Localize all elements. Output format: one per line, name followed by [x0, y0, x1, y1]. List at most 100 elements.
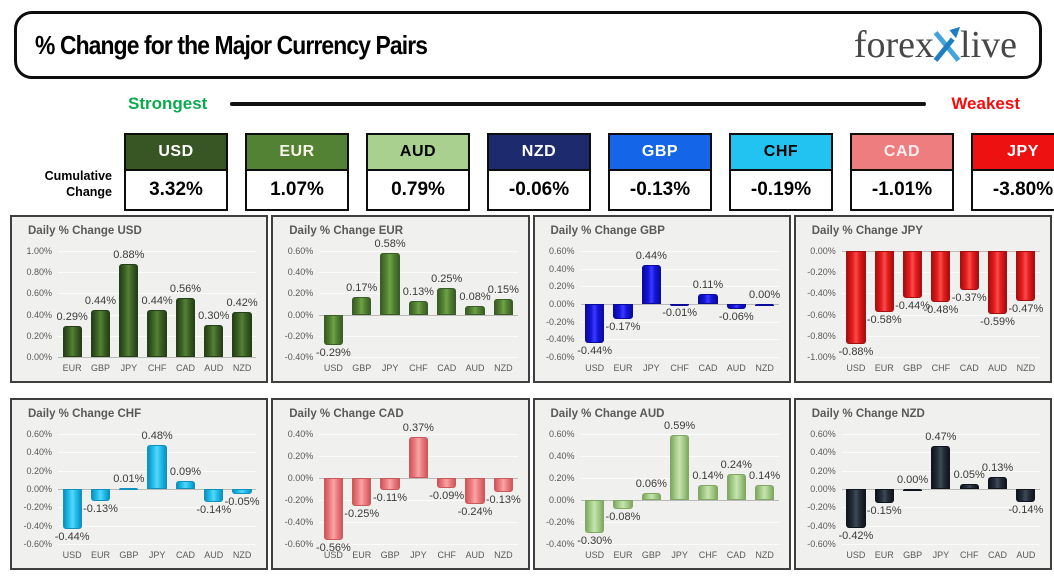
bar-gbp [380, 478, 400, 491]
plot-area: -0.44% -0.13% 0.01% 0.48% 0.09% -0.14% -0.05% [54, 430, 260, 545]
gridline [580, 434, 779, 435]
chart-title: Daily % Change CAD [289, 408, 404, 420]
x-tick-label: NZD [232, 550, 252, 560]
bar-usd [585, 304, 605, 343]
x-tick-label: JPY [643, 363, 660, 373]
bar-cad [175, 297, 196, 357]
bar-value-label: 0.44% [84, 295, 117, 308]
bar-value-label: 0.05% [953, 469, 985, 482]
bar-value-label: 0.42% [226, 297, 258, 310]
bar-value-label: 0.47% [925, 430, 957, 443]
y-tick-label: -0.60% [23, 539, 52, 549]
bar-value-label: 0.00% [748, 289, 781, 301]
bar-gbp [902, 251, 923, 298]
bar-aud [204, 489, 224, 502]
y-tick-label: 0.40% [548, 451, 575, 461]
y-tick-label: 0.00% [548, 495, 575, 505]
bar-value-label: -0.24% [457, 506, 493, 519]
y-tick-label: 0.80% [26, 267, 52, 278]
x-tick-label: CAD [698, 363, 718, 373]
bar-cad [175, 480, 196, 489]
bar-value-label: -0.44% [54, 531, 90, 544]
chart-title: Daily % Change JPY [811, 225, 923, 237]
weakest-label: Weakest [951, 94, 1020, 113]
currency-cumulative-value: -0.06% [489, 171, 589, 209]
currency-code: NZD [489, 135, 589, 171]
bar-value-label: 0.29% [56, 311, 88, 324]
x-tick-label: NZD [1016, 363, 1036, 373]
gridline [580, 251, 779, 252]
y-tick-label: 0.00% [287, 309, 314, 320]
y-tick-label: 0.40% [287, 267, 314, 278]
y-tick-label: -0.80% [807, 330, 836, 341]
y-tick-label: 0.60% [287, 246, 314, 256]
bar-cad [698, 294, 718, 304]
bar-value-label: 0.58% [374, 238, 406, 251]
bar-value-label: -0.42% [838, 529, 874, 542]
bar-jpy [408, 437, 428, 478]
gridline [580, 286, 779, 288]
bar-value-label: 0.44% [635, 250, 667, 263]
x-tick-label: CAD [959, 363, 979, 373]
plot-area: 0.29% 0.44% 0.88% 0.44% 0.56% 0.30% 0.42% [56, 249, 258, 358]
bar-value-label: -0.44% [577, 344, 613, 357]
bar-chf [698, 484, 718, 500]
x-tick-label: CHF [698, 550, 718, 560]
x-tick-label: EUR [62, 363, 82, 373]
x-tick-label: CHF [959, 550, 979, 560]
currency-box-aud: AUD 0.79% [366, 133, 470, 211]
bar-usd [846, 489, 866, 528]
bar-value-label: -0.15% [866, 504, 902, 517]
bar-value-label: -0.17% [605, 321, 641, 334]
gridline [841, 357, 1040, 358]
gridline [58, 434, 257, 435]
y-tick-label: -0.20% [807, 267, 836, 278]
bar-nzd [493, 478, 513, 493]
x-axis-labels: USD GBP JPY CHF CAD AUD NZD [319, 363, 517, 376]
bar-value-label: -0.88% [838, 346, 874, 359]
x-tick-label: AUD [726, 363, 746, 373]
strongest-label: Strongest [128, 94, 208, 113]
y-tick-label: 0.00% [548, 299, 575, 309]
y-axis-labels: 0.00% -0.20% -0.40% -0.60% -0.80% -1.00% [796, 246, 838, 362]
y-tick-label: 1.00% [26, 246, 52, 256]
plot-area: -0.56% -0.25% -0.11% 0.37% -0.09% -0.24% -0.13… [316, 422, 521, 553]
bar-gbp [641, 493, 661, 500]
x-tick-label: CHF [670, 363, 689, 373]
zero-axis-line [319, 478, 518, 479]
y-tick-label: 0.20% [287, 288, 314, 299]
zero-axis-line [58, 489, 257, 490]
bar-aud [465, 478, 485, 505]
bar-value-label: 0.13% [402, 285, 434, 298]
bar-value-label: -0.47% [1008, 302, 1044, 315]
forexlive-logo: forex live [854, 24, 1017, 67]
x-tick-label: EUR [352, 550, 372, 560]
y-tick-label: -0.20% [23, 502, 52, 513]
x-tick-label: CAD [437, 363, 457, 373]
x-tick-label: GBP [119, 550, 139, 560]
chart-title: Daily % Change GBP [550, 225, 665, 237]
bar-value-label: -0.14% [196, 503, 232, 516]
bar-aud [204, 325, 224, 357]
x-tick-label: GBP [380, 550, 400, 560]
currency-code: AUD [368, 135, 468, 171]
bar-chf [959, 484, 979, 489]
gridline [58, 507, 257, 509]
x-tick-label: EUR [874, 550, 894, 560]
x-tick-label: EUR [90, 550, 110, 560]
header: % Change for the Major Currency Pairs fo… [14, 11, 1042, 79]
x-tick-label: AUD [204, 363, 224, 373]
bar-gbp [90, 310, 111, 357]
chart-panel-eur: Daily % Change EUR 0.60% 0.40% 0.20% 0.00% -0… [271, 215, 530, 383]
bar-chf [408, 300, 428, 315]
bar-gbp [119, 488, 139, 491]
gridline [319, 335, 518, 337]
y-tick-label: 0.60% [548, 429, 575, 439]
bar-value-label: 0.44% [141, 295, 173, 308]
x-axis-labels: EUR GBP JPY CHF CAD AUD NZD [58, 363, 256, 376]
bar-value-label: -0.08% [605, 510, 641, 523]
bar-jpy [669, 435, 690, 500]
gridline [841, 544, 1040, 545]
chart-panel-aud: Daily % Change AUD 0.60% 0.40% 0.20% 0.00% -0… [532, 398, 791, 570]
y-tick-label: 0.20% [26, 330, 52, 341]
